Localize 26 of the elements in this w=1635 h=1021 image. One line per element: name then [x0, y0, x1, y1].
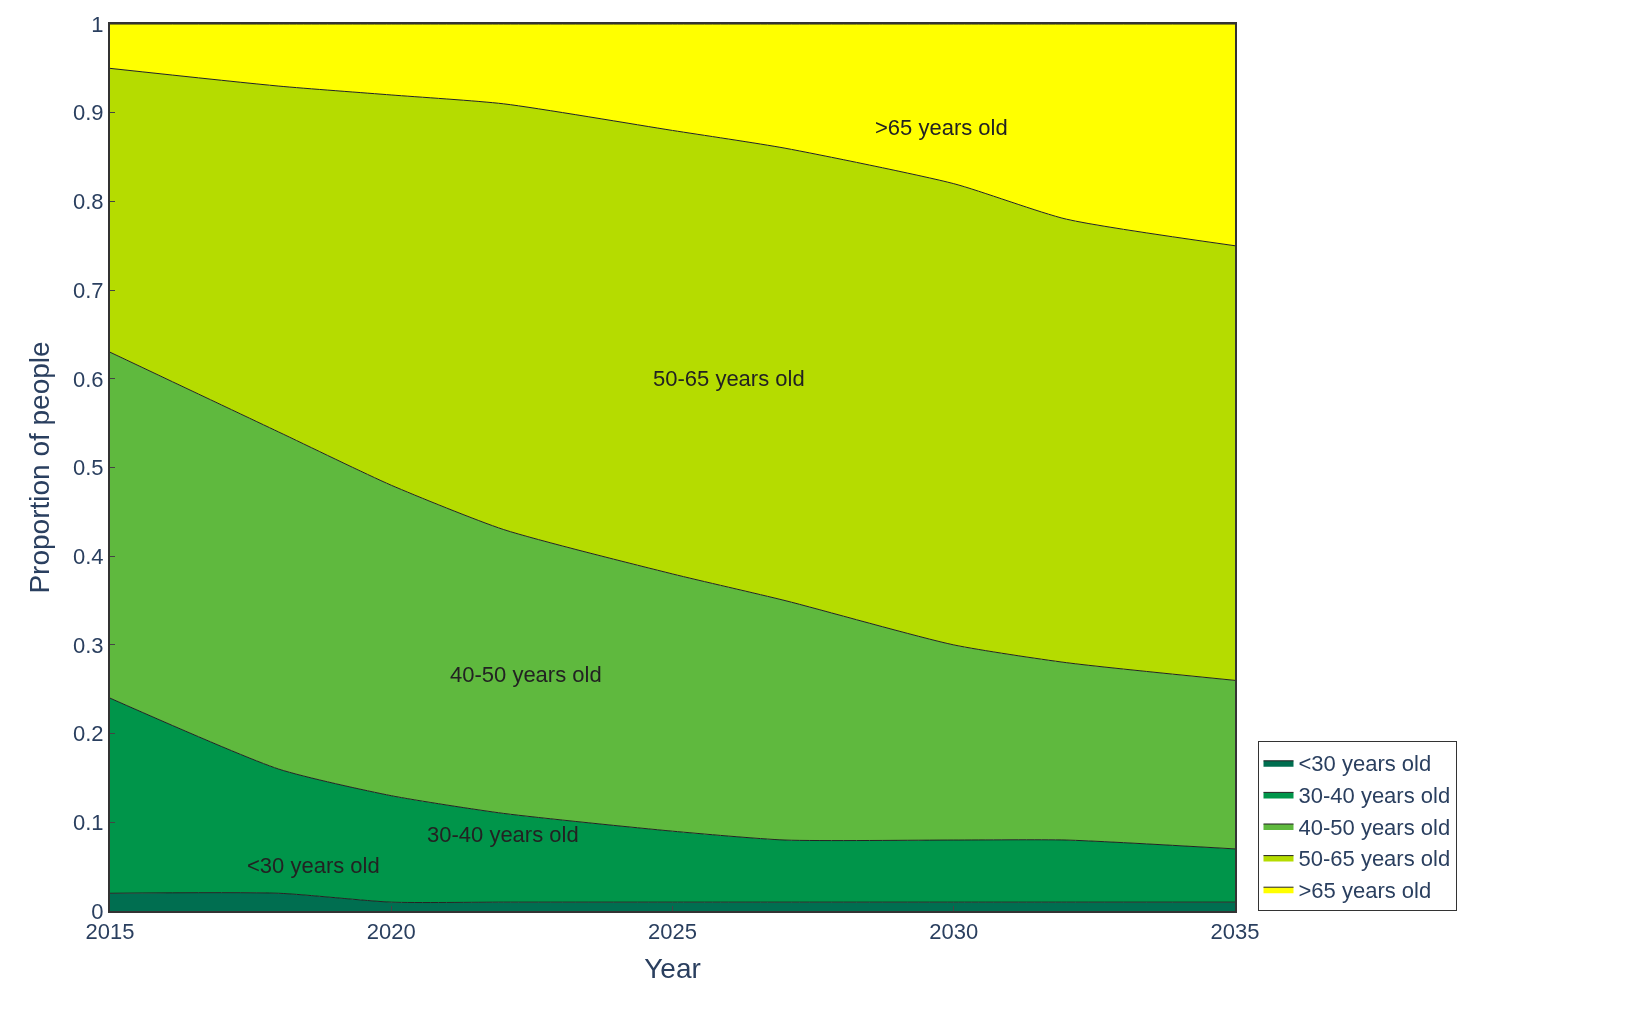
- annotation: 50-65 years old: [653, 366, 805, 391]
- legend-label: <30 years old: [1298, 751, 1432, 777]
- y-tick-label: 0.4: [73, 543, 104, 569]
- y-tick-label: 0.1: [73, 810, 104, 835]
- legend-label: >65 years old: [1298, 877, 1432, 903]
- x-axis-title: Year: [644, 953, 701, 984]
- annotation: 30-40 years old: [427, 822, 579, 847]
- y-tick-label: 0.9: [73, 100, 104, 126]
- x-tick-label: 2020: [366, 919, 416, 945]
- annotation: <30 years old: [247, 853, 380, 878]
- y-tick-label: 0.6: [73, 366, 104, 392]
- legend-label: 30-40 years old: [1298, 782, 1451, 808]
- legend-label: 50-65 years old: [1298, 846, 1451, 872]
- y-tick-label: 1: [91, 11, 104, 37]
- y-tick-label: 0.5: [73, 455, 104, 481]
- annotation: >65 years old: [875, 115, 1008, 140]
- x-tick-label: 2035: [1210, 919, 1260, 945]
- x-tick-label: 2030: [929, 919, 979, 945]
- legend-label: 40-50 years old: [1298, 814, 1451, 840]
- x-tick-label: 2025: [648, 919, 697, 945]
- y-tick-label: 0.2: [73, 721, 104, 747]
- y-tick-label: 0.8: [73, 189, 104, 215]
- y-axis-title: Proportion of people: [24, 341, 56, 594]
- annotation: 40-50 years old: [450, 662, 602, 687]
- y-tick-label: 0.3: [73, 632, 104, 658]
- y-tick-label: 0.7: [73, 277, 104, 303]
